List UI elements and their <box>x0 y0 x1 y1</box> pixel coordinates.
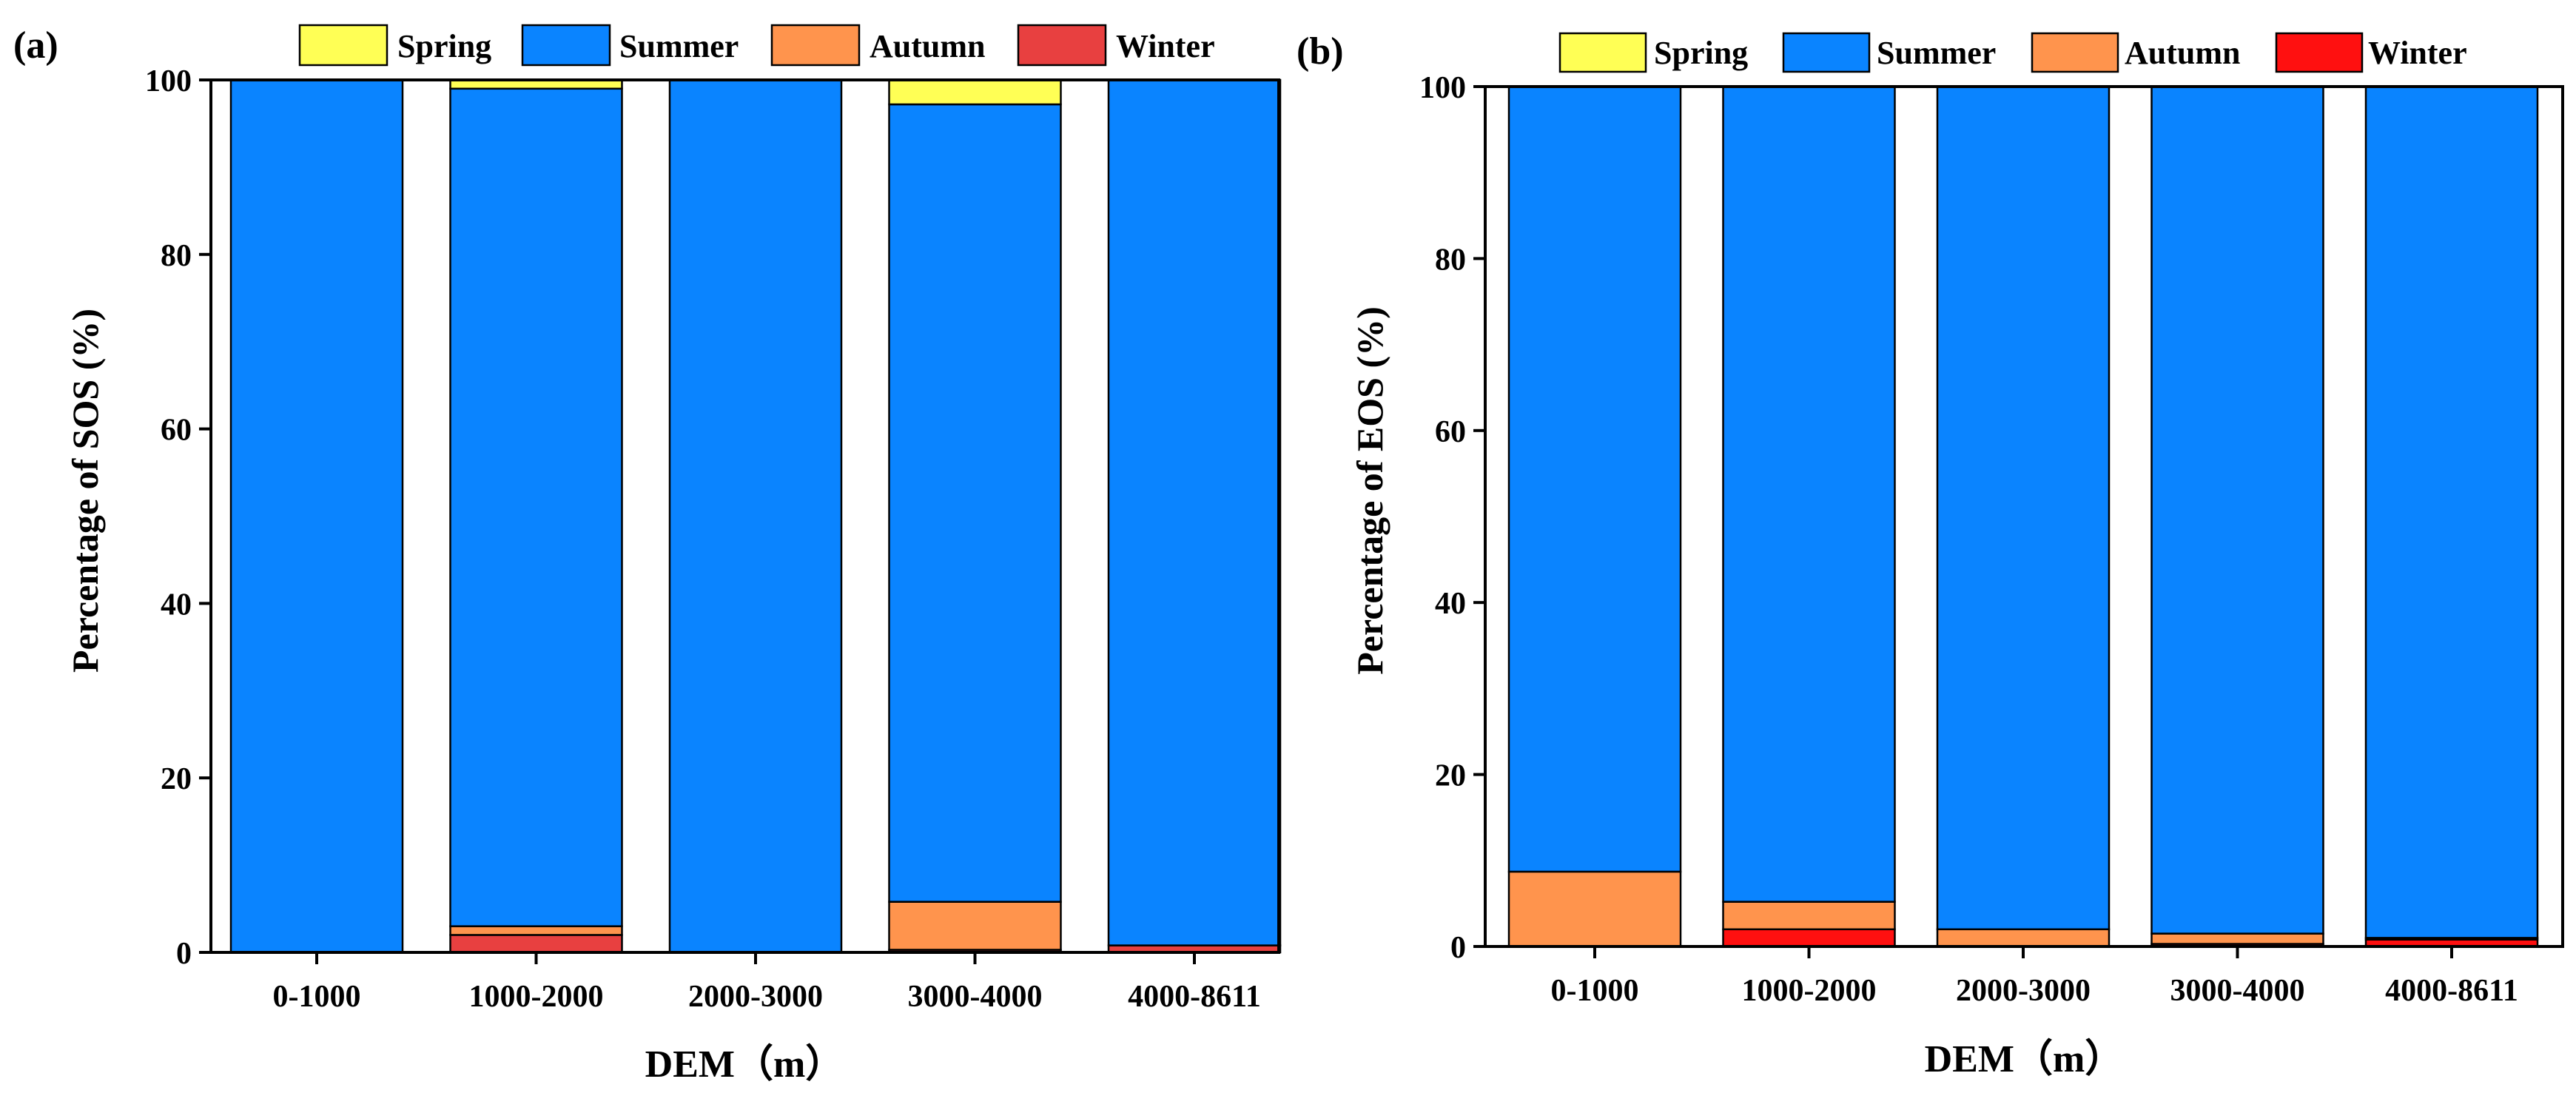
y-tick-label: 80 <box>1435 243 1466 277</box>
bar-segment-winter <box>449 934 623 954</box>
y-tick-label: 60 <box>161 414 192 448</box>
bar-segment-summer <box>888 103 1062 903</box>
bar-segment-winter <box>1722 928 1896 948</box>
x-tick-label: 2000-3000 <box>688 980 823 1014</box>
x-tick-label: 4000-8611 <box>1128 980 1261 1014</box>
y-axis-a-label: Percentage of SOS (%) <box>64 309 106 673</box>
x-tick-label: 0-1000 <box>1551 974 1639 1008</box>
bar-segment-summer <box>1936 85 2111 931</box>
plot-frame-b <box>1484 85 2564 948</box>
bar-segment-summer <box>1722 85 1896 903</box>
x-axis-a-tick-labels: 0-1000 1000-2000 2000-3000 3000-4000 4000-86… <box>273 952 1261 1014</box>
y-tick-label: 40 <box>1435 587 1466 621</box>
y-tick-label: 40 <box>161 588 192 622</box>
bar-segment-summer <box>229 78 404 954</box>
panel-a-sos: (a) Spring Summer Autumn Winter 0 20 40 60 8… <box>13 24 1282 1086</box>
legend-b-label-winter: Winter <box>2368 35 2467 71</box>
legend-a-label-winter: Winter <box>1116 28 1215 64</box>
bars-a <box>229 78 1282 954</box>
bar-segment-summer <box>1507 85 1682 873</box>
x-tick-label: 1000-2000 <box>1742 974 1877 1008</box>
y-tick-label: 0 <box>1450 931 1466 965</box>
x-tick-label: 1000-2000 <box>469 980 604 1014</box>
legend-a-label-autumn: Autumn <box>870 28 986 64</box>
x-tick-label: 2000-3000 <box>1956 974 2091 1008</box>
legend-b-swatch-spring <box>1558 32 1647 73</box>
bar-segment-summer <box>2364 85 2539 939</box>
bar-segment-spring <box>888 78 1062 106</box>
legend-a-label-summer: Summer <box>619 28 739 64</box>
y-tick-label: 100 <box>1419 71 1466 105</box>
y-tick-label: 0 <box>176 937 192 971</box>
x-axis-a-label: DEM（m） <box>645 1043 844 1086</box>
x-tick-label: 3000-4000 <box>2170 974 2305 1008</box>
bar-segment-summer <box>449 87 623 927</box>
legend-a: Spring Summer Autumn Winter <box>298 24 1215 67</box>
y-tick-label: 100 <box>145 64 192 98</box>
bar-segment-autumn <box>1722 901 1896 931</box>
legend-a-swatch-autumn <box>770 24 861 67</box>
bar-segment-summer <box>668 78 843 954</box>
y-axis-b-ticks: 0 20 40 60 80 100 <box>1419 71 1485 965</box>
bar-segment-summer <box>1107 78 1282 946</box>
bar-segment-autumn <box>2150 932 2324 945</box>
panel-b-label: (b) <box>1297 30 1344 73</box>
plot-frame-a <box>209 78 1280 954</box>
bar-segment-autumn <box>888 901 1062 951</box>
legend-b-label-autumn: Autumn <box>2125 35 2241 71</box>
x-tick-label: 0-1000 <box>273 980 361 1014</box>
x-axis-b-label: DEM（m） <box>1925 1037 2124 1080</box>
y-axis-b-label: Percentage of EOS (%) <box>1349 306 1390 675</box>
y-axis-a-ticks: 0 20 40 60 80 100 <box>145 64 211 971</box>
legend-b: Spring Summer Autumn Winter <box>1558 32 2467 73</box>
x-tick-label: 4000-8611 <box>2385 974 2518 1008</box>
y-tick-label: 20 <box>161 762 192 796</box>
panel-a-label: (a) <box>13 24 58 67</box>
bar-segment-autumn <box>1936 928 2111 948</box>
bars-b <box>1507 85 2539 948</box>
x-tick-label: 3000-4000 <box>908 980 1043 1014</box>
bar-segment-autumn <box>1507 870 1682 948</box>
y-tick-label: 20 <box>1435 759 1466 793</box>
y-tick-label: 60 <box>1435 415 1466 449</box>
y-tick-label: 80 <box>161 239 192 273</box>
legend-a-swatch-summer <box>521 24 611 67</box>
legend-b-swatch-summer <box>1782 32 1871 73</box>
panel-b-eos: (b) Spring Summer Autumn Winter 0 20 40 60 8… <box>1297 30 2564 1080</box>
legend-b-label-spring: Spring <box>1654 35 1748 71</box>
legend-a-label-spring: Spring <box>397 28 491 64</box>
legend-b-swatch-autumn <box>2031 32 2119 73</box>
legend-b-swatch-winter <box>2275 32 2364 73</box>
legend-a-swatch-spring <box>298 24 389 67</box>
bar-segment-autumn <box>449 925 623 936</box>
x-axis-b-tick-labels: 0-1000 1000-2000 2000-3000 3000-4000 4000-86… <box>1551 946 2518 1008</box>
bar-segment-summer <box>2150 85 2324 935</box>
legend-b-label-summer: Summer <box>1877 35 1996 71</box>
legend-a-swatch-winter <box>1017 24 1107 67</box>
